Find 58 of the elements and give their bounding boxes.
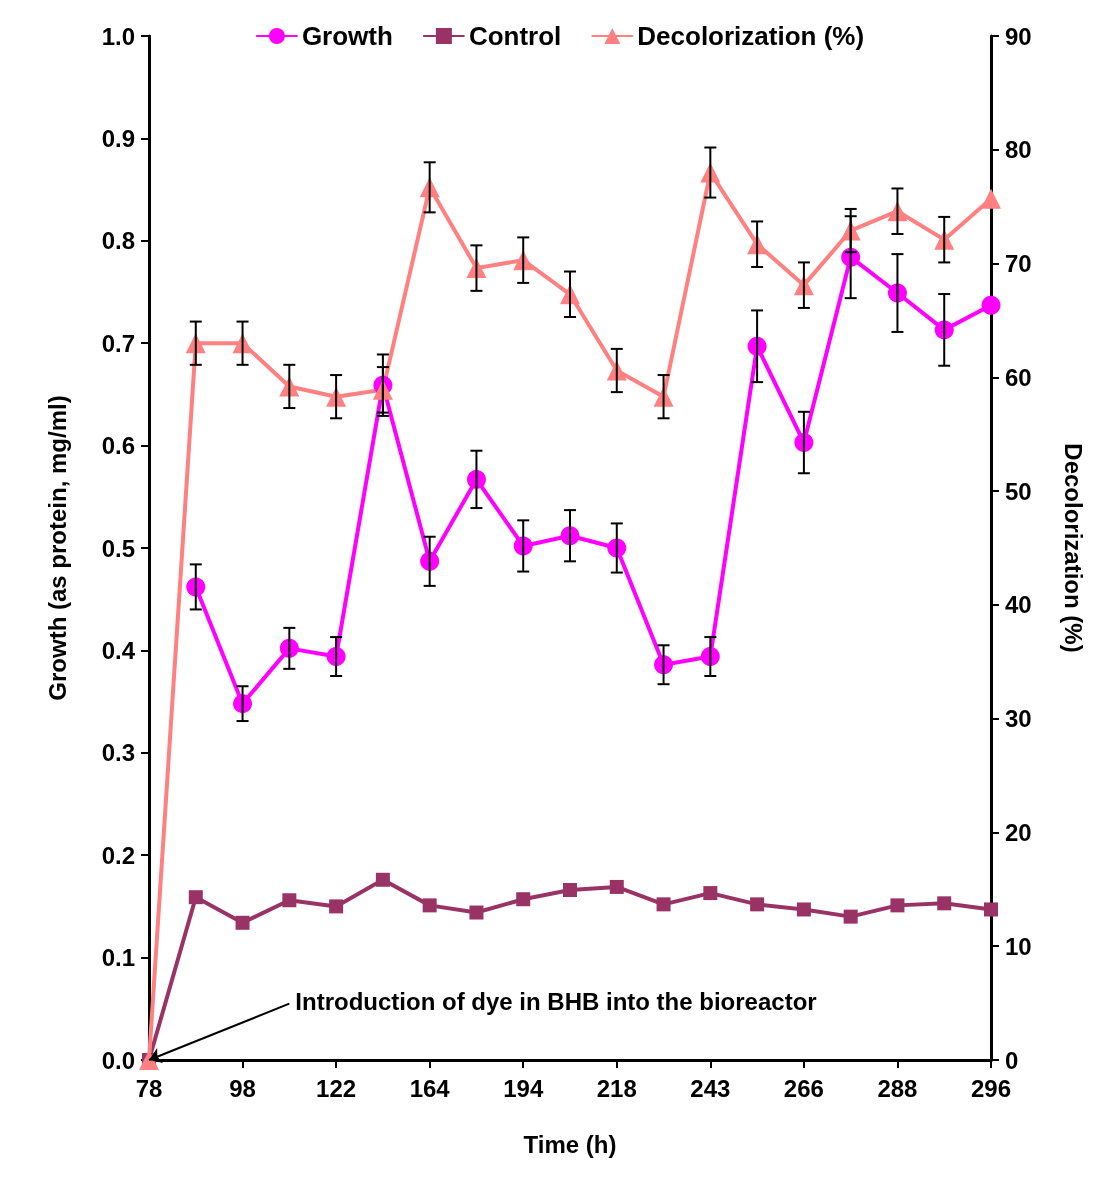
y2-tick-label: 20	[1005, 818, 1032, 846]
point	[796, 902, 811, 917]
y-tick-label: 0.7	[101, 329, 135, 357]
point	[329, 899, 344, 914]
point	[282, 893, 297, 908]
y-tick-label: 0.5	[101, 534, 135, 562]
y-tick-label: 0.9	[101, 124, 135, 152]
x-tick-label: 98	[229, 1074, 256, 1102]
y2-tick-label: 50	[1005, 477, 1032, 505]
y-axis-title: Growth (as protein, mg/ml)	[43, 395, 71, 701]
y-tick-label: 0.0	[101, 1046, 135, 1074]
x-tick-label: 218	[596, 1074, 637, 1102]
y-tick-label: 1.0	[101, 22, 135, 50]
point	[981, 295, 1001, 315]
x-tick-label: 288	[877, 1074, 918, 1102]
y2-tick-label: 60	[1005, 363, 1032, 391]
y-tick-label: 0.6	[101, 432, 135, 460]
y2-tick-label: 80	[1005, 136, 1032, 164]
legend-label: Control	[468, 21, 562, 51]
y-tick-label: 0.8	[101, 227, 135, 255]
x-tick-label: 194	[503, 1074, 544, 1102]
point	[516, 892, 531, 907]
point	[843, 909, 858, 924]
y2-tick-label: 10	[1005, 932, 1032, 960]
point	[937, 896, 952, 911]
y-tick-label: 0.1	[101, 944, 135, 972]
point	[609, 879, 624, 894]
x-axis-title: Time (h)	[523, 1130, 617, 1158]
x-tick-label: 122	[316, 1074, 357, 1102]
x-tick-label: 266	[783, 1074, 824, 1102]
x-tick-label: 243	[690, 1074, 731, 1102]
y2-tick-label: 30	[1005, 705, 1032, 733]
point	[703, 886, 718, 901]
y2-tick-label: 70	[1005, 250, 1032, 278]
point	[981, 188, 1001, 209]
y-tick-label: 0.3	[101, 739, 135, 767]
y2-tick-label: 40	[1005, 591, 1032, 619]
y2-axis-title: Decolorization (%)	[1059, 443, 1087, 653]
point	[890, 898, 905, 913]
point	[750, 897, 765, 912]
y2-tick-label: 0	[1005, 1046, 1019, 1074]
point	[188, 890, 203, 905]
y-tick-label: 0.2	[101, 841, 135, 869]
x-tick-label: 78	[135, 1074, 163, 1102]
y-tick-label: 0.4	[101, 636, 136, 664]
point	[469, 905, 484, 920]
point	[563, 883, 577, 898]
annotation: Introduction of dye in BHB into the bioreactor	[295, 988, 817, 1016]
x-tick-label: 164	[409, 1074, 451, 1102]
legend-label: Growth	[301, 21, 393, 51]
point	[422, 898, 437, 913]
y2-tick-label: 90	[1005, 22, 1032, 50]
point	[375, 872, 390, 887]
point	[235, 915, 250, 930]
x-tick-label: 296	[970, 1074, 1012, 1102]
point	[984, 902, 998, 917]
point	[656, 897, 671, 912]
legend-label: Decolorization (%)	[637, 21, 865, 51]
